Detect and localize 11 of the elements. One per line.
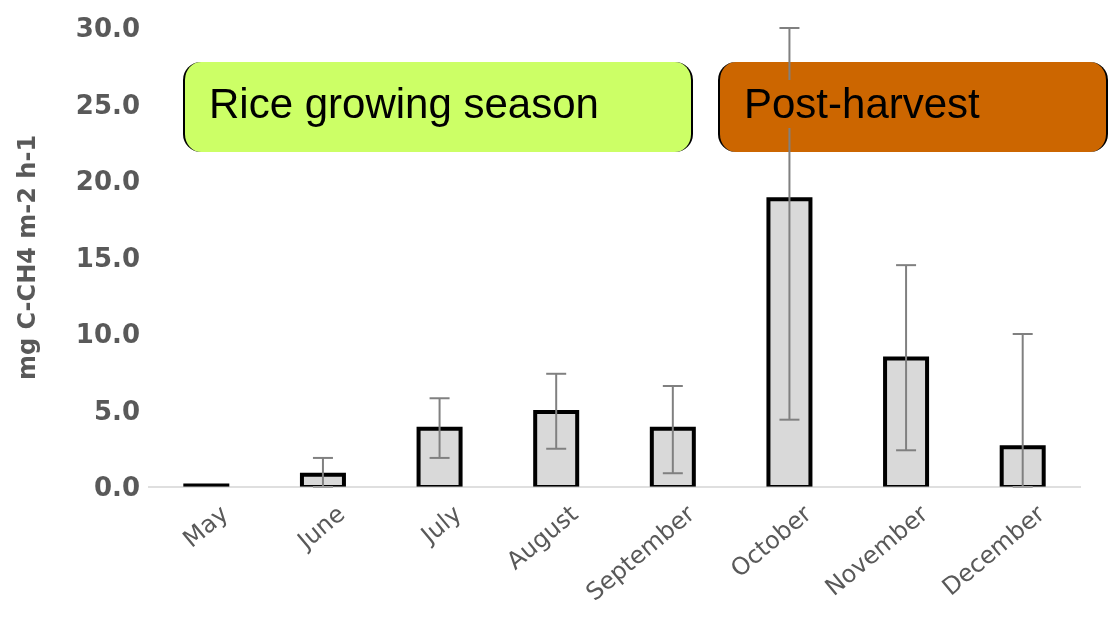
y-tick-label: 0.0	[93, 472, 140, 503]
y-tick-label: 20.0	[75, 166, 140, 197]
y-tick-label: 10.0	[75, 319, 140, 350]
y-tick-label: 5.0	[93, 395, 140, 426]
annotation: Post-harvest	[740, 80, 984, 128]
y-axis-title: mg C-CH4 m-2 h-1	[12, 134, 41, 381]
x-tick-label: May	[177, 499, 234, 553]
y-tick-label: 30.0	[75, 13, 140, 44]
y-tick-label: 15.0	[75, 242, 140, 273]
y-tick-label: 25.0	[75, 89, 140, 120]
annotation: Rice growing season	[205, 80, 603, 128]
